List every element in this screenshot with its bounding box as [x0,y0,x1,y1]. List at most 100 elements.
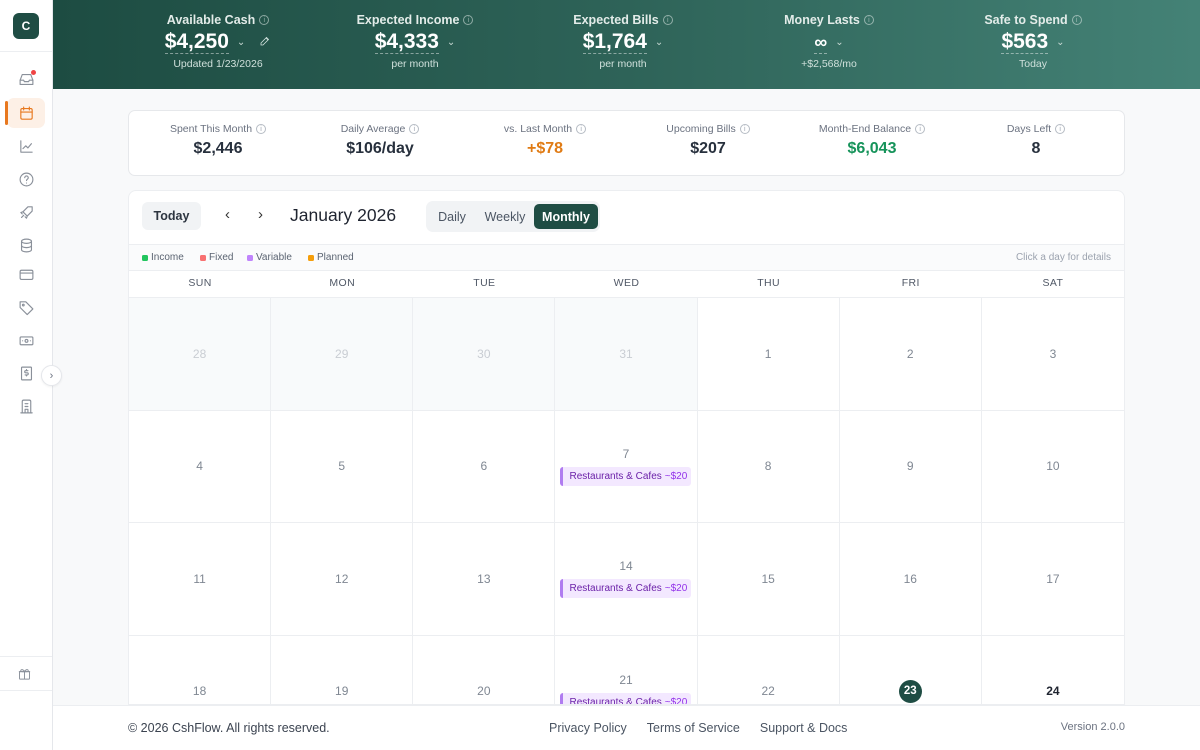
calendar-day[interactable]: 1 [697,298,840,411]
sidebar-item-help[interactable] [7,164,45,194]
metric-value[interactable]: $1,764 [582,30,647,54]
credit-card-icon [19,269,33,280]
calendar-day[interactable]: 7 Restaurants & Cafes ~$20 [555,410,698,523]
calendar-day[interactable]: 4 [129,410,272,523]
info-icon[interactable]: i [739,124,750,134]
calendar-day[interactable]: 14 Restaurants & Cafes ~$20 [555,523,698,636]
calendar-day[interactable]: 11 [129,523,272,636]
calendar-day-today[interactable]: 23 [840,635,982,704]
app-logo[interactable]: C [13,13,39,39]
version-label: Version 2.0.0 [1060,721,1125,733]
line-chart-icon [19,139,33,153]
calendar-day[interactable]: 13 [413,523,556,636]
calendar-day[interactable]: 16 [839,523,982,636]
sidebar-item-gift[interactable] [17,666,32,686]
stat-label: Spent This Month [169,123,253,135]
metric-label: Available Cash [166,13,256,27]
view-switcher: Daily Weekly Monthly [426,201,600,232]
tag-icon [19,300,33,315]
calendar-day[interactable]: 31 [555,298,698,411]
sidebar-item-institutions[interactable] [7,391,45,421]
day-number: 30 [477,346,491,361]
calendar-day[interactable]: 2 [839,298,982,411]
calendar-day[interactable]: 8 [697,410,840,523]
calendar-day[interactable]: 6 [413,410,556,523]
sidebar-item-analytics[interactable] [7,131,45,161]
info-icon[interactable]: i [259,15,270,25]
today-button[interactable]: Today [142,202,201,230]
chevron-down-icon[interactable]: ⌄ [1056,37,1065,48]
event-label: Restaurants & Cafes [569,470,662,482]
weekday-label: SUN [188,277,212,289]
day-number: 4 [196,459,203,474]
gift-icon [18,669,31,680]
footer-links: Privacy Policy Terms of Service Support … [549,721,847,735]
sidebar-item-inbox[interactable] [7,64,45,94]
stat-month-end-balance: Month-End Balance i $6,043 [792,123,952,158]
calendar-day[interactable]: 17 [981,523,1124,636]
sidebar-item-calendar[interactable] [5,98,45,128]
calendar-day[interactable]: 10 [981,411,1124,523]
calendar-day[interactable]: 21 Restaurants & Cafes ~$20 [555,635,698,704]
info-icon[interactable]: i [463,15,474,25]
view-weekly[interactable]: Weekly [484,209,526,224]
terms-of-service-link[interactable]: Terms of Service [646,721,740,735]
chevron-down-icon[interactable]: ⌄ [446,37,456,48]
info-icon[interactable]: i [256,124,267,134]
day-number: 11 [193,571,206,586]
edit-icon[interactable] [251,34,271,52]
sidebar-item-cash[interactable] [7,325,45,355]
metric-value[interactable]: $563 [1001,30,1049,54]
calendar-day[interactable]: 30 [413,298,556,411]
calendar-day[interactable]: 18 [129,635,272,704]
calendar-day[interactable]: 20 [413,635,556,704]
chevron-down-icon[interactable]: ⌄ [654,37,664,48]
sidebar-item-receipts[interactable] [7,358,45,388]
prev-month-button[interactable]: ‹ [225,206,230,223]
sidebar-item-cards[interactable] [7,259,45,289]
calendar-day[interactable]: 9 [839,410,982,523]
info-icon[interactable]: i [1071,15,1082,25]
info-icon[interactable]: i [1055,124,1066,134]
day-number: 7 [622,446,630,461]
calendar-day[interactable]: 19 [271,635,414,704]
info-icon[interactable]: i [576,124,587,134]
chevron-down-icon[interactable]: ⌄ [236,37,246,48]
calendar-day[interactable]: 5 [271,410,414,523]
privacy-policy-link[interactable]: Privacy Policy [549,721,627,735]
event-chip[interactable]: Restaurants & Cafes ~$20 [560,466,692,486]
receipt-dollar-icon [20,366,32,380]
info-icon[interactable]: i [863,15,874,25]
calendar-day[interactable]: 28 [129,298,272,411]
day-number: 18 [192,684,207,699]
chevron-down-icon[interactable]: ⌄ [835,37,844,48]
calendar-day[interactable]: 29 [271,298,414,411]
sidebar-item-launch[interactable] [7,197,45,227]
event-chip[interactable]: Restaurants & Cafes ~$20 [560,692,692,704]
metric-label: Safe to Spend [984,13,1068,27]
info-icon[interactable]: i [662,15,673,25]
metric-value[interactable]: $4,333 [374,30,439,54]
sidebar-item-tags[interactable] [7,292,45,322]
calendar-day[interactable]: 24 [982,636,1124,705]
calendar-day[interactable]: 22 [698,635,840,704]
metric-value[interactable]: $4,250 [164,30,229,54]
metric-value[interactable]: ∞ [814,32,828,54]
support-docs-link[interactable]: Support & Docs [759,721,848,735]
metric-available-cash: Available Cash i $4,250 ⌄ Updated 1/23/20… [118,13,318,70]
next-month-button[interactable]: › [258,206,263,223]
metric-sub: per month [599,58,647,70]
copyright: © 2026 CshFlow. All rights reserved. [128,721,330,735]
calendar-day[interactable]: 12 [271,523,414,636]
event-chip[interactable]: Restaurants & Cafes ~$20 [560,579,692,599]
divider [0,51,52,52]
info-icon[interactable]: i [915,124,926,134]
calendar-day[interactable]: 3 [981,298,1124,411]
view-monthly[interactable]: Monthly [534,204,598,229]
info-icon[interactable]: i [409,124,420,134]
calendar-day[interactable]: 15 [697,523,840,636]
view-daily[interactable]: Daily [438,209,466,224]
sidebar-item-database[interactable] [7,230,45,260]
stat-label: vs. Last Month [503,123,573,135]
sidebar-collapse-toggle[interactable]: › [41,365,62,386]
